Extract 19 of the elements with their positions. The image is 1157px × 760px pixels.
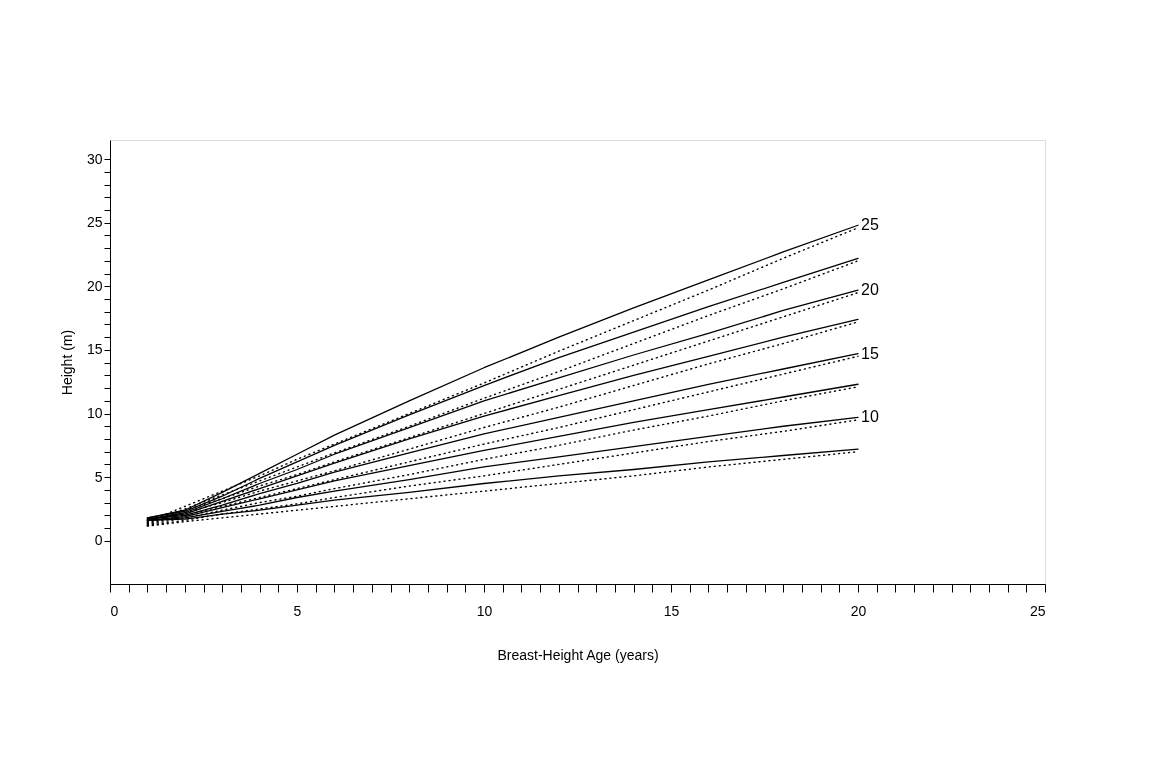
x-tick-label: 20 — [850, 602, 867, 619]
y-tick-label: 5 — [94, 468, 103, 485]
y-tick-label: 30 — [86, 150, 103, 167]
x-tick-label: 0 — [110, 602, 119, 619]
y-tick-label: 10 — [86, 405, 103, 422]
x-tick-label: 25 — [1029, 602, 1046, 619]
x-axis-title: Breast-Height Age (years) — [497, 646, 659, 663]
series-label: 20 — [861, 281, 879, 299]
series-label: 15 — [861, 344, 879, 362]
y-axis-title: Height (m) — [58, 329, 75, 396]
series-label: 10 — [861, 408, 879, 426]
x-tick-label: 5 — [293, 602, 302, 619]
x-tick-label: 10 — [476, 602, 493, 619]
y-tick-label: 15 — [86, 341, 103, 358]
y-tick-label: 0 — [94, 532, 103, 549]
series-label: 25 — [861, 216, 879, 234]
x-tick-label: 15 — [663, 602, 680, 619]
y-tick-label: 20 — [86, 277, 103, 294]
y-tick-label: 25 — [86, 214, 103, 231]
